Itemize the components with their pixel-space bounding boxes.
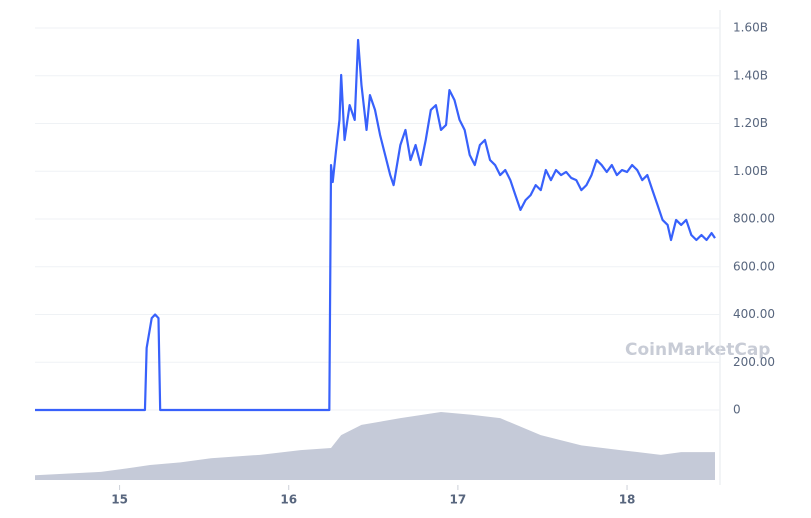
y-tick-label: 600.00 [733,259,775,273]
y-tick-label: 400.00 [733,307,775,321]
y-tick-label: 800.00 [733,212,775,226]
y-tick-label: 1.20B [733,116,768,130]
x-tick-label: 16 [280,493,297,507]
y-tick-label: 1.60B [733,21,768,35]
y-tick-label: 1.00B [733,164,768,178]
x-tick-label: 15 [111,493,128,507]
x-tick-label: 18 [619,493,636,507]
x-tick-label: 17 [450,493,467,507]
price-line [35,38,716,412]
y-tick-label: 0 [733,403,741,417]
y-tick-label: 200.00 [733,355,775,369]
volume-area [35,412,715,480]
y-tick-label: 1.40B [733,68,768,82]
watermark: CoinMarketCap [625,340,770,360]
